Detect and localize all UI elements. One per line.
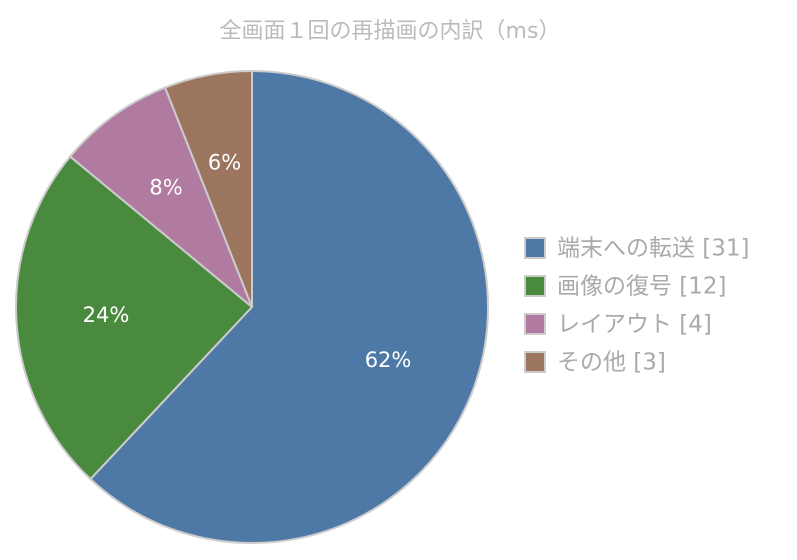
- slice-label: 24%: [83, 303, 130, 327]
- pie-slice: [163, 69, 253, 308]
- slice-label: 8%: [149, 176, 182, 200]
- chart-title: 全画面１回の再描画の内訳（ms）: [220, 19, 561, 44]
- legend-label: 画像の復号 [12]: [557, 274, 727, 300]
- pie-slice: [15, 155, 254, 481]
- legend-swatch: [524, 237, 546, 259]
- slice-label: 6%: [208, 150, 241, 174]
- legend-label: レイアウト [4]: [557, 312, 712, 338]
- legend-swatch: [524, 313, 546, 335]
- legend-swatch: [524, 351, 546, 373]
- legend-label: 端末への転送 [31]: [557, 236, 750, 262]
- legend-swatch: [524, 275, 546, 297]
- pie-slice: [89, 69, 489, 544]
- legend-label: その他 [3]: [557, 350, 666, 376]
- slice-label: 62%: [365, 348, 412, 372]
- pie-slice: [68, 86, 253, 308]
